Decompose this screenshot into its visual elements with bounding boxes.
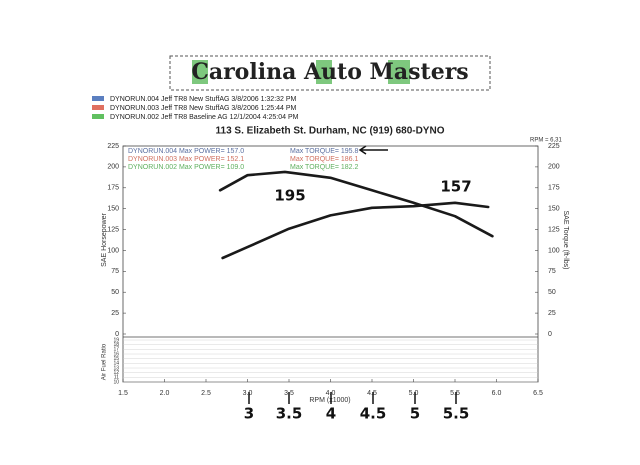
y-tick-label: 175 — [107, 185, 119, 192]
afr-tick-label: 14 — [113, 361, 119, 367]
y-tick-label: 150 — [107, 206, 119, 213]
afr-tick-label: 13 — [113, 365, 119, 371]
hand-rpm-label: 3 — [244, 405, 254, 423]
x-tick-label: 6.0 — [492, 390, 502, 397]
rpm-readout: RPM = 6,31 — [530, 138, 563, 144]
x-tick-label: 2.0 — [160, 390, 170, 397]
legend-label: DYNORUN.002 Jeff TR8 Baseline AG 12/1/20… — [110, 114, 299, 121]
y2-tick-label: 225 — [548, 143, 560, 150]
y2-tick-label: 100 — [548, 247, 560, 254]
afr-tick-label: 19 — [113, 337, 119, 343]
y-axis-label: SAE Horsepower — [101, 212, 108, 266]
y-tick-label: 200 — [107, 164, 119, 171]
hand-drawn-curve — [221, 201, 490, 260]
hand-rpm-label: 5 — [410, 405, 420, 423]
hand-rpm-label: 4 — [326, 405, 336, 423]
afr-tick-label: 11 — [114, 375, 119, 381]
afr-tick-label: 12 — [113, 370, 119, 376]
afr-tick-label: 10 — [113, 379, 119, 385]
info-torque: Max TORQUE= 182.2 — [290, 164, 359, 171]
legend-swatch — [92, 105, 104, 110]
info-power: DYNORUN.003 Max POWER= 152.1 — [128, 156, 244, 163]
y-tick-label: 50 — [111, 289, 119, 296]
y-tick-label: 125 — [107, 226, 119, 233]
logo-accent — [388, 60, 410, 84]
x-tick-label: 1.5 — [118, 390, 128, 397]
logo-box — [169, 55, 491, 91]
logo: Carolina Auto Masters — [191, 59, 468, 85]
legend-swatch — [92, 114, 104, 119]
logo-accent — [316, 60, 332, 84]
x-tick-label: 2.5 — [201, 390, 211, 397]
legend-label: DYNORUN.004 Jeff TR8 New StuffAG 3/8/200… — [110, 96, 297, 103]
info-power: DYNORUN.002 Max POWER= 109.0 — [128, 164, 244, 171]
info-power: DYNORUN.004 Max POWER= 157.0 — [128, 148, 244, 155]
hand-rpm-label: 4.5 — [360, 405, 387, 423]
hand-drawn-curve — [218, 170, 494, 238]
afr-tick-label: 15 — [113, 356, 119, 362]
afr-tick-label: 18 — [113, 342, 119, 348]
x-tick-label: 5.0 — [409, 390, 419, 397]
afr-label: Air Fuel Ratio — [102, 343, 108, 380]
y-tick-label: 75 — [111, 268, 119, 275]
y2-tick-label: 200 — [548, 164, 560, 171]
x-tick-label: 6.5 — [533, 390, 543, 397]
afr-tick-label: 17 — [113, 347, 119, 353]
x-axis-label: RPM (x1000) — [309, 397, 350, 404]
logo-accent — [192, 60, 208, 84]
y2-axis-label: SAE Torque (ft-lbs) — [562, 210, 569, 269]
y2-tick-label: 125 — [548, 226, 560, 233]
y-tick-label: 225 — [107, 143, 119, 150]
y2-tick-label: 175 — [548, 185, 560, 192]
hand-annotation: 157 — [440, 178, 471, 196]
hand-annotation: 195 — [274, 187, 305, 205]
y2-tick-label: 75 — [548, 268, 556, 275]
afr-tick-label: 16 — [113, 351, 119, 357]
y-tick-label: 100 — [107, 247, 119, 254]
hand-rpm-label: 3.5 — [276, 405, 303, 423]
y2-tick-label: 0 — [548, 331, 552, 338]
hand-rpm-label: 5.5 — [443, 405, 470, 423]
y-tick-label: 0 — [115, 331, 119, 338]
legend-swatch — [92, 96, 104, 101]
y2-tick-label: 25 — [548, 310, 556, 317]
x-tick-label: 5.5 — [450, 390, 460, 397]
legend-label: DYNORUN.003 Jeff TR8 New StuffAG 3/8/200… — [110, 105, 297, 112]
info-torque: Max TORQUE= 195.8 — [290, 148, 359, 155]
info-torque: Max TORQUE= 186.1 — [290, 156, 359, 163]
y-tick-label: 25 — [111, 310, 119, 317]
subtitle: 113 S. Elizabeth St. Durham, NC (919) 68… — [216, 126, 445, 137]
x-tick-label: 4.5 — [367, 390, 377, 397]
hand-arrow — [358, 145, 388, 155]
y2-tick-label: 150 — [548, 206, 560, 213]
y2-tick-label: 50 — [548, 289, 556, 296]
x-tick-label: 3.0 — [243, 390, 253, 397]
